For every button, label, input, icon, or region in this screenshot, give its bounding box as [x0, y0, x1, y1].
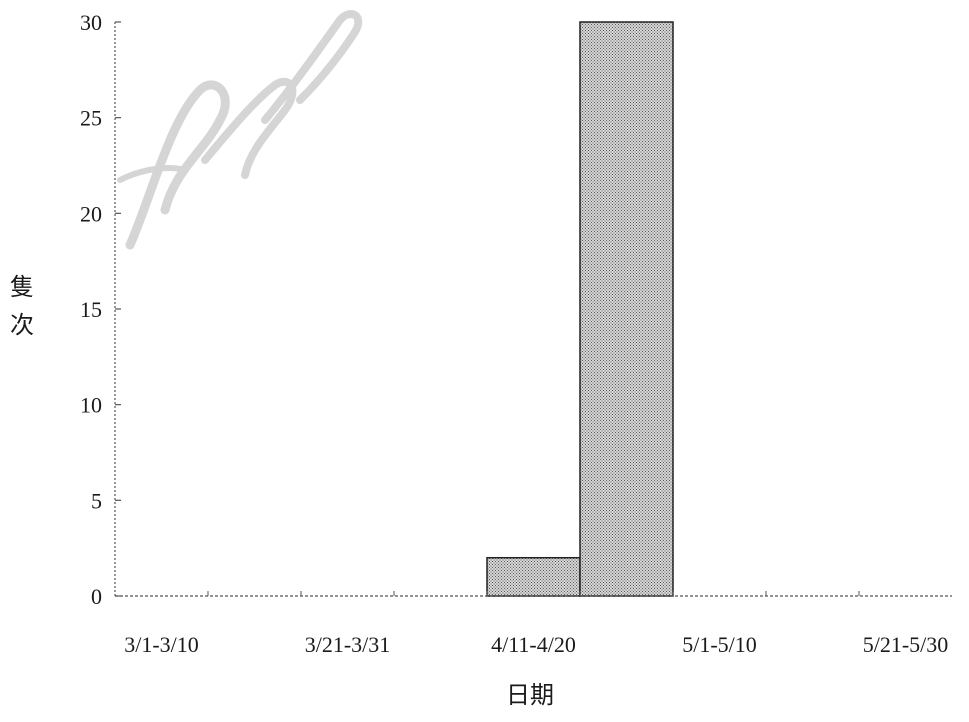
y-axis-title-char-2: 次 — [10, 312, 34, 339]
x-tick-label: 5/1-5/10 — [682, 632, 757, 657]
watermark — [117, 10, 363, 250]
y-tick-label: 25 — [80, 106, 102, 131]
y-tick-label: 15 — [80, 297, 102, 322]
x-axis-title: 日期 — [506, 683, 554, 709]
y-tick-label: 20 — [80, 201, 102, 226]
y-tick-label: 5 — [91, 488, 102, 513]
y-tick-label: 10 — [80, 393, 102, 418]
bar — [579, 21, 674, 597]
watermark-stroke — [117, 165, 188, 183]
x-tick-label: 5/21-5/30 — [863, 632, 949, 657]
watermark-stroke — [261, 10, 363, 124]
y-tick-label: 0 — [91, 584, 102, 609]
bar — [486, 556, 581, 597]
watermark-stroke — [201, 77, 297, 179]
y-axis-title-char-1: 隻 — [10, 274, 34, 301]
ticks-layer: 0 5 10 15 20 25 30 3/1-3/10 3/21-3/31 4/11-4/20 5/… — [80, 10, 948, 657]
x-tick-label: 3/1-3/10 — [124, 632, 199, 657]
bars-layer — [486, 21, 674, 597]
y-tick-label: 30 — [80, 10, 102, 35]
watermark-stroke — [125, 80, 230, 250]
axes-layer — [114, 22, 952, 597]
x-tick-label: 4/11-4/20 — [491, 632, 576, 657]
x-tick-label: 3/21-3/31 — [305, 632, 391, 657]
